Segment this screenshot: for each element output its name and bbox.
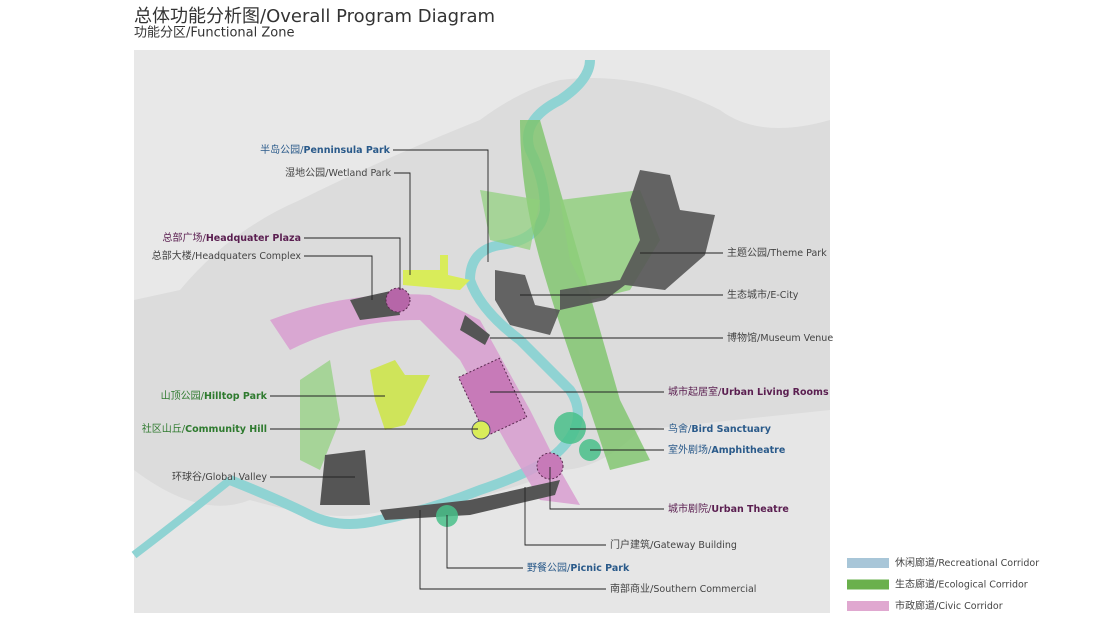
zone-label: 南部商业/Southern Commercial xyxy=(610,582,756,595)
zone-label-en: Community Hill xyxy=(185,424,267,435)
legend-label-cn: 生态廊道/ xyxy=(895,578,939,591)
legend-label-cn: 市政廊道/ xyxy=(895,599,939,612)
urban-living-rooms xyxy=(457,357,528,437)
map xyxy=(131,50,830,613)
eco-zone xyxy=(300,360,340,470)
zone-label-en: Penninsula Park xyxy=(304,145,391,156)
zone-label-en: Headquater Plaza xyxy=(206,233,301,244)
zone-label: 湿地公园/Wetland Park xyxy=(285,166,391,179)
labels: 半岛公园/Penninsula Park 湿地公园/Wetland Park 总部广… xyxy=(142,143,834,595)
subtitle: 功能分区/Functional Zone xyxy=(134,26,294,41)
community-hill xyxy=(471,420,491,440)
bird-sanctuary xyxy=(554,412,586,444)
zone-label-cn: 鸟舍/ xyxy=(668,422,692,435)
zone-label-cn: 半岛公园/ xyxy=(260,143,304,156)
legend-label: 休闲廊道/Recreational Corridor xyxy=(895,556,1039,569)
title: 总体功能分析图/Overall Program Diagram xyxy=(134,6,495,27)
leader-line xyxy=(304,237,401,290)
leader-line xyxy=(419,510,606,590)
zone-label: 城市剧院/Urban Theatre xyxy=(668,502,789,515)
zone-label-cn: 主题公园/ xyxy=(727,247,771,259)
zone-label-cn: 总部大楼/ xyxy=(152,249,196,262)
zone-label-en: Museum Venue xyxy=(760,333,833,344)
legend: 休闲廊道/Recreational Corridor 生态廊道/Ecologica… xyxy=(847,556,1039,612)
zone-label: 鸟舍/Bird Sanctuary xyxy=(668,422,772,435)
hilltop-park xyxy=(370,360,430,430)
zone-label-en: Hilltop Park xyxy=(204,391,268,402)
legend-swatch xyxy=(847,601,889,611)
zone-label-cn: 博物馆/ xyxy=(727,331,761,344)
zone-label-cn: 山顶公园/ xyxy=(161,390,205,402)
leader-line xyxy=(446,515,523,569)
zone-label-en: Global Valley xyxy=(205,472,267,483)
legend-label-en: Recreational Corridor xyxy=(938,558,1039,569)
global-valley xyxy=(320,450,370,505)
zone-label: 生态城市/E-City xyxy=(727,288,799,301)
zone-label-cn: 总部广场/ xyxy=(162,231,206,244)
legend-label-en: Ecological Corridor xyxy=(938,579,1027,590)
southern-commercial xyxy=(380,480,560,520)
legend-swatch xyxy=(847,558,889,568)
wetland-park xyxy=(403,255,470,290)
legend-label-en: Civic Corridor xyxy=(938,601,1002,612)
legend-label-cn: 休闲廊道/ xyxy=(895,556,939,569)
terrain xyxy=(134,50,830,300)
leader-line xyxy=(394,172,411,275)
zone-label-en: Urban Living Rooms xyxy=(721,387,829,398)
zone-label: 博物馆/Museum Venue xyxy=(727,331,833,344)
zone-label: 社区山丘/Community Hill xyxy=(142,422,267,435)
zone-label: 门户建筑/Gateway Building xyxy=(610,538,737,551)
leader-line xyxy=(524,487,606,546)
zone-label-cn: 城市剧院/ xyxy=(668,502,712,515)
zone-label: 半岛公园/Penninsula Park xyxy=(260,143,391,156)
leader-line xyxy=(549,467,664,510)
zone-label-cn: 南部商业/ xyxy=(610,582,654,595)
zone-label-cn: 生态城市/ xyxy=(727,288,771,301)
zone-label-en: Urban Theatre xyxy=(711,504,788,515)
zone-label: 山顶公园/Hilltop Park xyxy=(161,390,268,402)
zone-label: 总部大楼/Headquaters Complex xyxy=(152,249,302,262)
zone-label-cn: 湿地公园/ xyxy=(285,166,329,179)
zone-label-en: Headquaters Complex xyxy=(195,251,301,262)
leader-line xyxy=(304,255,373,300)
zone-label: 室外剧场/Amphitheatre xyxy=(668,443,785,456)
legend-label: 市政廊道/Civic Corridor xyxy=(895,599,1003,612)
zone-label-en: Gateway Building xyxy=(653,540,737,551)
zone-label-en: E-City xyxy=(770,290,798,301)
zone-label-cn: 城市起居室/ xyxy=(668,385,722,398)
zone-label-en: Bird Sanctuary xyxy=(691,424,771,435)
legend-swatch xyxy=(847,579,889,590)
zone-label: 主题公园/Theme Park xyxy=(727,247,827,259)
zone-label: 野餐公园/Picnic Park xyxy=(527,561,630,574)
eco-zone xyxy=(480,190,540,250)
zone-label-en: Amphitheatre xyxy=(711,445,785,456)
museum-venue xyxy=(460,315,490,345)
zone-label-cn: 室外剧场/ xyxy=(668,443,712,456)
leader-line xyxy=(393,149,489,262)
e-city xyxy=(495,270,560,335)
headquater-plaza xyxy=(385,287,411,313)
zone-label-en: Picnic Park xyxy=(570,563,630,574)
river xyxy=(131,476,233,559)
zone-label-en: Wetland Park xyxy=(329,168,392,179)
zone-label-cn: 门户建筑/ xyxy=(610,538,654,551)
zone-label: 总部广场/Headquater Plaza xyxy=(162,231,301,244)
zone-label: 城市起居室/Urban Living Rooms xyxy=(668,385,829,398)
legend-label: 生态廊道/Ecological Corridor xyxy=(895,578,1028,591)
zone-label-en: Southern Commercial xyxy=(653,584,756,595)
zone-label-cn: 野餐公园/ xyxy=(527,561,571,574)
zone-label-en: Theme Park xyxy=(769,248,827,259)
zone-label-cn: 环球谷/ xyxy=(172,470,206,483)
zone-label: 环球谷/Global Valley xyxy=(172,470,267,483)
zone-label-cn: 社区山丘/ xyxy=(142,422,186,435)
theme-park xyxy=(560,170,715,310)
